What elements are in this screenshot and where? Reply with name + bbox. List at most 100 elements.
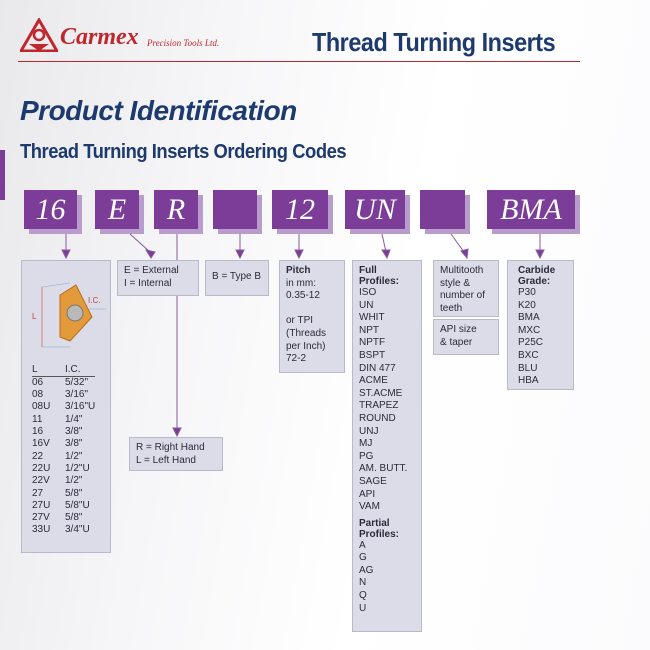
hand-right: R = Right Hand <box>136 442 205 453</box>
list-item: BMA <box>518 312 540 324</box>
list-item: N <box>359 577 367 589</box>
list-item: A <box>359 539 366 551</box>
pitch-line <box>286 303 338 316</box>
code-profile: UN <box>345 190 405 229</box>
code-size: 16 <box>24 190 77 229</box>
ic-value: 3/8" <box>65 438 83 450</box>
type-external: E = External <box>124 265 179 276</box>
profiles-box: Full Profiles: ISO UN WHIT NPT NPTF BSPT DIN 4… <box>352 260 422 632</box>
l-value: 27U <box>32 499 51 511</box>
l-label: L <box>32 312 37 321</box>
l-value: 11 <box>32 413 43 425</box>
l-value: 27V <box>32 512 50 524</box>
list-item: ISO <box>359 287 377 298</box>
ic-value: 3/16"U <box>65 401 96 413</box>
table-row: 27 5/8" <box>32 488 95 500</box>
api-box: API size & taper <box>433 319 499 355</box>
table-row: 27V 5/8" <box>32 512 95 524</box>
list-item: P30 <box>518 287 536 298</box>
code-btype <box>213 190 257 229</box>
list-item: PG <box>359 450 374 462</box>
pitch-line: per Inch) <box>286 340 326 352</box>
list-item: MJ <box>359 438 373 450</box>
insert-diagram-icon: L I.C. <box>32 282 106 348</box>
l-value: 27 <box>32 487 44 499</box>
table-row: 22V 1/2" <box>32 475 95 487</box>
list-item: NPTF <box>359 337 386 349</box>
size-box: L I.C. L I.C. 06 5/32" 08 3/16" 08U 3/16"U 11 1/… <box>21 260 111 553</box>
hand-left: L = Left Hand <box>136 454 196 466</box>
list-item: K20 <box>518 299 536 311</box>
hand-box: R = Right Hand L = Left Hand <box>129 437 223 471</box>
l-value: 16 <box>32 426 44 438</box>
list-item: ACME <box>359 375 388 387</box>
list-item: HBA <box>518 375 539 387</box>
list-item: P25C <box>518 337 544 349</box>
carmex-logo-icon <box>20 18 58 52</box>
table-row: 08 3/16" <box>32 389 95 401</box>
multitooth-text: Multitooth style & number of teeth <box>440 265 486 314</box>
list-item: ST.ACME <box>359 387 403 399</box>
list-item: WHIT <box>359 312 385 324</box>
table-row: 27U 5/8"U <box>32 500 95 512</box>
list-item: AG <box>359 564 374 576</box>
table-row: 08U 3/16"U <box>32 401 95 413</box>
code-grade: BMA <box>487 190 575 229</box>
l-value: 33U <box>32 524 51 536</box>
list-item: MXC <box>518 324 541 336</box>
list-item: UN <box>359 299 374 311</box>
ic-value: 1/2" <box>65 475 83 487</box>
list-item: ROUND <box>359 412 396 424</box>
l-value: 22V <box>32 475 50 487</box>
list-item: NPT <box>359 324 379 336</box>
list-item: U <box>359 602 367 614</box>
header-divider <box>18 61 580 62</box>
page-title: Product Identification <box>20 95 297 126</box>
list-item: BLU <box>518 362 538 374</box>
side-accent-bar <box>0 150 5 200</box>
ic-value: 5/8"U <box>65 499 90 511</box>
multitooth-box: Multitooth style & number of teeth <box>433 260 499 317</box>
pitch-line: 72-2 <box>286 353 307 365</box>
ic-value: 1/2" <box>65 450 83 462</box>
header-title: Thread Turning Inserts <box>312 27 556 57</box>
col-header: L <box>32 364 65 377</box>
table-row: 06 5/32" <box>32 377 95 389</box>
list-item: AM. BUTT. <box>359 463 408 475</box>
list-item: DIN 477 <box>359 362 396 374</box>
table-row: 16 3/8" <box>32 426 95 438</box>
grade-box: Carbide Grade: P30 K20 BMA MXC P25C BXC BLU HBA <box>507 260 574 390</box>
l-value: 08 <box>32 389 44 401</box>
pitch-title: Pitch <box>286 265 311 276</box>
table-row: 22U 1/2"U <box>32 463 95 475</box>
ic-value: 5/32" <box>65 376 89 388</box>
section-subtitle: Thread Turning Inserts Ordering Codes <box>20 141 347 163</box>
ic-value: 3/8" <box>65 426 83 438</box>
btype-box: B = Type B <box>205 260 269 296</box>
brand-subtitle: Precision Tools Ltd. <box>147 38 220 48</box>
l-value: 22U <box>32 462 51 474</box>
list-item: G <box>359 552 367 564</box>
l-value: 22 <box>32 450 44 462</box>
col-header: I.C. <box>65 364 96 377</box>
full-profiles-title: Full Profiles: <box>359 265 400 287</box>
code-pitch: 12 <box>272 190 328 229</box>
ic-label: I.C. <box>88 296 100 305</box>
pitch-box: Pitch in mm: 0.35-12 or TPI (Threads per Inc… <box>279 260 345 373</box>
ic-value: 1/2"U <box>65 462 90 474</box>
table-row: 16V 3/8" <box>32 438 95 450</box>
grade-title: Carbide Grade: <box>518 265 556 287</box>
btype-text: B = Type B <box>212 271 262 282</box>
list-item: VAM <box>359 501 380 513</box>
code-type: E <box>95 190 139 229</box>
l-value: 16V <box>32 438 50 450</box>
list-item: TRAPEZ <box>359 400 399 412</box>
code-hand: R <box>154 190 198 229</box>
list-item: SAGE <box>359 475 387 487</box>
size-table: L I.C. 06 5/32" 08 3/16" 08U 3/16"U 11 1/4" 16 3/8… <box>32 364 96 537</box>
ic-value: 3/4"U <box>65 524 90 536</box>
table-row: 33U 3/4"U <box>32 524 95 536</box>
brand-name: Carmex <box>60 24 139 50</box>
pitch-line: or TPI <box>286 315 314 327</box>
